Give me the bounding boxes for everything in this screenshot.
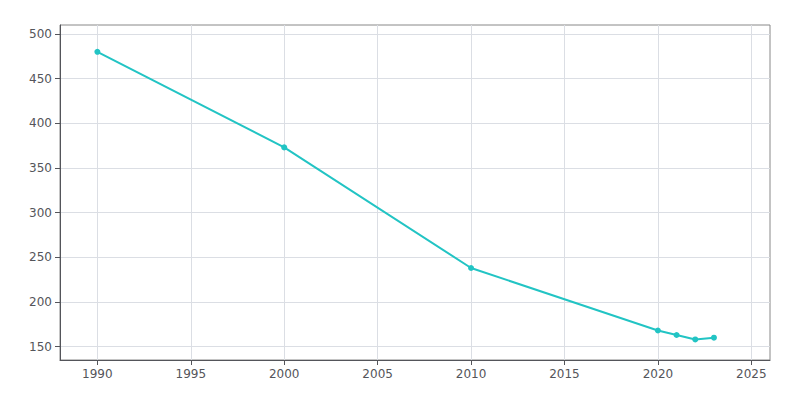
svg-text:150: 150 — [29, 340, 52, 354]
svg-text:500: 500 — [29, 27, 52, 41]
svg-text:450: 450 — [29, 72, 52, 86]
svg-text:1990: 1990 — [82, 367, 113, 381]
svg-text:2000: 2000 — [269, 367, 300, 381]
svg-text:2015: 2015 — [549, 367, 580, 381]
svg-text:400: 400 — [29, 116, 52, 130]
svg-text:2010: 2010 — [456, 367, 487, 381]
svg-text:350: 350 — [29, 161, 52, 175]
svg-text:250: 250 — [29, 250, 52, 264]
svg-text:2005: 2005 — [362, 367, 393, 381]
svg-text:2025: 2025 — [736, 367, 767, 381]
svg-text:200: 200 — [29, 295, 52, 309]
svg-text:2020: 2020 — [643, 367, 674, 381]
svg-text:1995: 1995 — [176, 367, 207, 381]
svg-text:300: 300 — [29, 206, 52, 220]
